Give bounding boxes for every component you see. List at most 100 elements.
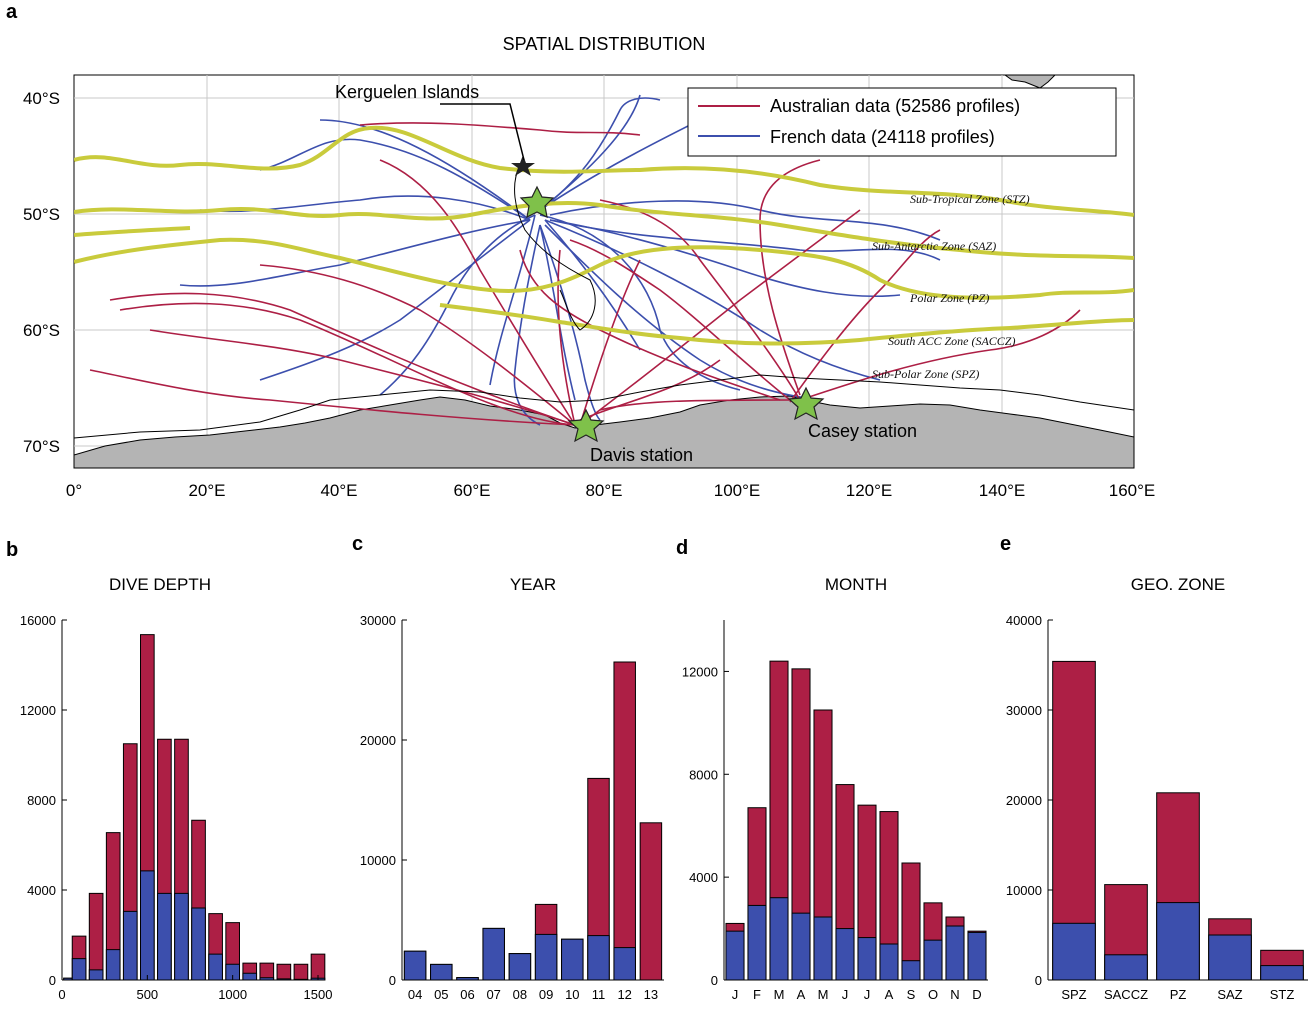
x-tick-label: J [732,987,739,1002]
bar-french [293,978,309,981]
bar-french [769,897,789,981]
x-tick-label: SACCZ [1104,987,1148,1002]
x-tick-label: 0 [58,987,65,1002]
zone-label-pz: Polar Zone (PZ) [909,291,989,305]
y-tick-label: 40000 [1006,613,1042,628]
kerguelen-star-dark [511,155,535,176]
panel-b-letter: b [6,539,18,561]
bar-french [174,892,189,981]
y-tick-label: 0 [389,973,396,988]
x-tick-label: 1000 [218,987,247,1002]
x-tick-label: 13 [644,987,658,1002]
bar-french [157,892,172,981]
kerguelen-star [519,185,555,219]
bar-french [259,977,275,981]
bar-french [242,972,258,981]
bar-french [835,928,855,981]
shelf-line [74,374,1134,439]
chart-title: YEAR [510,575,556,594]
y-tick-label: 20000 [1006,793,1042,808]
bar-french [613,947,636,981]
zone-label-spz: Sub-Polar Zone (SPZ) [872,367,979,381]
australian-tracks [89,122,1081,426]
bar-french [923,939,943,981]
panel-a-title: SPATIAL DISTRIBUTION [503,34,706,54]
bar-french [1208,934,1252,981]
x-tick-label: 05 [434,987,448,1002]
histogram-e: GEO. ZONE 0 10000 20000 30000 40000 SPZ SACCZ PZ… [1006,575,1308,1002]
x-tick-label: M [818,987,829,1002]
lat-label: 50°S [23,205,60,224]
x-tick-label: 11 [592,987,606,1002]
y-tick-label: 20000 [360,733,396,748]
bar-french [482,927,505,981]
y-tick-label: 12000 [20,703,56,718]
french-tracks [179,94,941,426]
lon-label: 20°E [188,481,225,500]
x-tick-label: 08 [513,987,527,1002]
y-tick-label: 30000 [1006,703,1042,718]
bar-french [1156,902,1200,981]
kerguelen-label: Kerguelen Islands [335,82,479,102]
x-tick-label: 06 [460,987,474,1002]
bar-french [105,949,121,981]
legend-label-australian: Australian data (52586 profiles) [770,96,1020,116]
bar-australian [639,822,663,981]
bar-french [857,937,877,981]
y-tick-label: 4000 [27,883,56,898]
y-tick-label: 8000 [689,767,718,782]
bar-french [191,907,206,981]
y-tick-label: 30000 [360,613,396,628]
y-tick-label: 12000 [682,664,718,679]
y-tick-label: 0 [1035,973,1042,988]
map-legend: Australian data (52586 profiles) French … [687,87,1117,157]
bar-french [967,931,987,981]
histogram-panels: DIVE DEPTH 0 4000 8000 12000 16000 0 5 0 0 1000 150… [20,575,1308,1002]
lat-labels: 40°S 50°S 60°S 70°S [23,89,60,456]
y-tick-label: 16000 [20,613,56,628]
x-tick-label: 1500 [304,987,333,1002]
bar-french [71,958,87,981]
bar-australian [88,892,104,981]
bar-french [587,935,610,981]
histogram-b: DIVE DEPTH 0 4000 8000 12000 16000 0 500 1000 150… [20,575,333,1002]
x-tick-label: J [864,987,871,1002]
x-tick-label: 04 [408,987,422,1002]
panel-a-letter: a [6,1,18,23]
lon-label: 160°E [1109,481,1156,500]
x-tick-label: F [753,987,761,1002]
zone-label-stz: Sub-Tropical Zone (STZ) [910,192,1030,206]
bar-french [1260,965,1304,981]
bar-french [725,930,745,981]
y-tick-label: 4000 [689,870,718,885]
chart-title: DIVE DEPTH [109,575,211,594]
legend-box [687,87,1117,157]
antarctica-land [74,395,1134,468]
lat-label: 60°S [23,321,60,340]
x-tick-label: M [774,987,785,1002]
bar-french [140,870,155,981]
bar-french [534,933,558,981]
bar-french [747,904,767,981]
x-tick-label: A [797,987,806,1002]
x-tick-label: STZ [1270,987,1295,1002]
bar-french [122,910,138,981]
x-tick-label: S [907,987,916,1002]
davis-star [567,408,605,443]
legend-label-french: French data (24118 profiles) [770,127,995,147]
histogram-c: YEAR 0 10000 20000 30000 04 05 06 07 08 09 10 11 12 13 [360,575,664,1002]
bar-french [276,978,292,981]
lon-label: 40°E [320,481,357,500]
bar-french [813,916,833,981]
bar-australian [613,661,636,981]
x-tick-label: N [950,987,959,1002]
panel-e-letter: e [1000,533,1011,555]
panel-d-letter: d [676,537,688,559]
bar-french [791,912,811,981]
zone-label-saccz: South ACC Zone (SACCZ) [888,334,1015,348]
bar-french [1052,922,1096,981]
zone-label-saz: Sub-Antarctic Zone (SAZ) [872,239,996,253]
bar-french [403,950,427,981]
